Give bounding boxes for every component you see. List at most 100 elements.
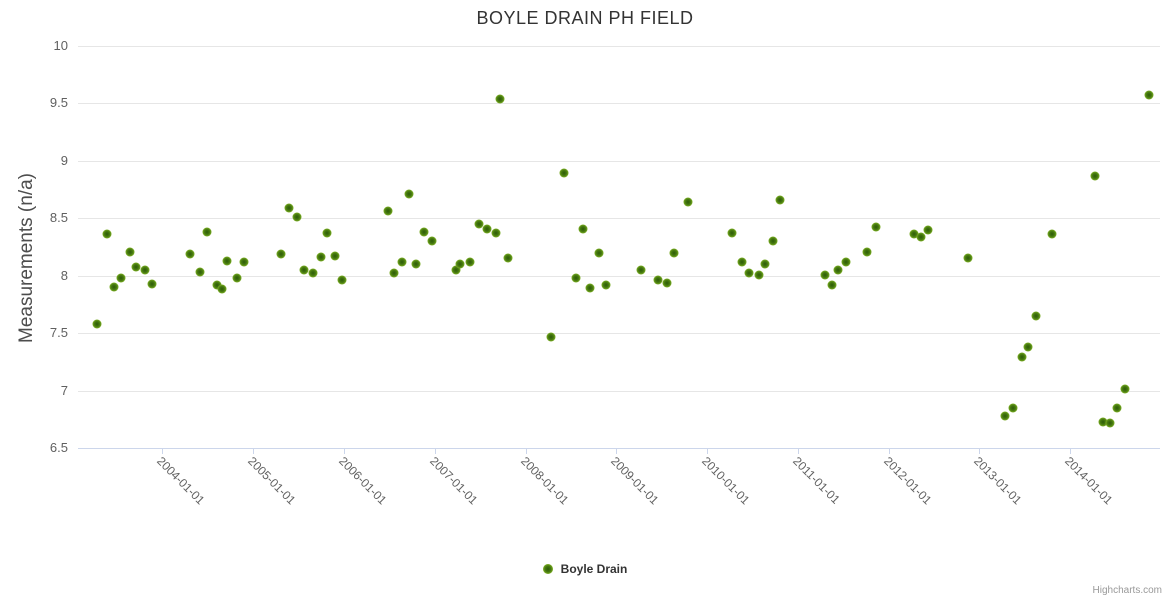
data-point-marker[interactable] bbox=[585, 283, 595, 293]
data-point-marker[interactable] bbox=[212, 280, 222, 290]
data-point-marker[interactable] bbox=[92, 319, 102, 329]
data-point-marker[interactable] bbox=[744, 268, 754, 278]
data-point-marker[interactable] bbox=[1120, 384, 1130, 394]
data-point-marker[interactable] bbox=[411, 259, 421, 269]
data-point-marker[interactable] bbox=[571, 273, 581, 283]
data-point-marker[interactable] bbox=[737, 257, 747, 267]
data-point-marker[interactable] bbox=[404, 189, 414, 199]
data-point-marker[interactable] bbox=[102, 229, 112, 239]
data-point-marker[interactable] bbox=[760, 259, 770, 269]
data-point-marker[interactable] bbox=[820, 270, 830, 280]
data-point-marker[interactable] bbox=[653, 275, 663, 285]
data-point-marker[interactable] bbox=[451, 265, 461, 275]
data-point-marker[interactable] bbox=[389, 268, 399, 278]
x-axis-tick bbox=[253, 448, 255, 454]
legend-label: Boyle Drain bbox=[560, 562, 628, 576]
data-point-marker[interactable] bbox=[503, 253, 513, 263]
data-point-marker[interactable] bbox=[131, 262, 141, 272]
legend-item-boyle-drain[interactable]: Boyle Drain bbox=[0, 562, 1170, 576]
data-point-marker[interactable] bbox=[559, 168, 569, 178]
data-point-marker[interactable] bbox=[841, 257, 851, 267]
data-point-marker[interactable] bbox=[419, 227, 429, 237]
data-point-marker[interactable] bbox=[727, 228, 737, 238]
data-point-marker[interactable] bbox=[316, 252, 326, 262]
x-axis-label: 2005-01-01 bbox=[245, 454, 299, 508]
data-point-marker[interactable] bbox=[195, 267, 205, 277]
data-point-marker[interactable] bbox=[768, 236, 778, 246]
y-axis-label: 6.5 bbox=[49, 440, 68, 455]
x-axis-label: 2004-01-01 bbox=[154, 454, 208, 508]
data-point-marker[interactable] bbox=[636, 265, 646, 275]
data-point-marker[interactable] bbox=[827, 280, 837, 290]
data-point-marker[interactable] bbox=[308, 268, 318, 278]
data-point-marker[interactable] bbox=[495, 94, 505, 104]
data-point-marker[interactable] bbox=[125, 247, 135, 257]
data-point-marker[interactable] bbox=[337, 275, 347, 285]
data-point-marker[interactable] bbox=[109, 282, 119, 292]
data-point-marker[interactable] bbox=[202, 227, 212, 237]
y-axis-label: 8.5 bbox=[49, 210, 68, 226]
data-point-marker[interactable] bbox=[1105, 418, 1115, 428]
x-axis-tick bbox=[343, 448, 345, 454]
data-point-marker[interactable] bbox=[455, 259, 465, 269]
data-point-marker[interactable] bbox=[491, 228, 500, 238]
data-point-marker[interactable] bbox=[909, 229, 919, 239]
data-point-marker[interactable] bbox=[232, 273, 242, 283]
data-point-marker[interactable] bbox=[276, 249, 286, 259]
data-point-marker[interactable] bbox=[1047, 229, 1057, 239]
data-point-marker[interactable] bbox=[330, 251, 340, 261]
data-point-marker[interactable] bbox=[862, 247, 872, 257]
x-axis-tick bbox=[979, 448, 981, 454]
data-point-marker[interactable] bbox=[546, 332, 556, 342]
data-point-marker[interactable] bbox=[833, 265, 843, 275]
data-point-marker[interactable] bbox=[594, 248, 604, 258]
data-point-marker[interactable] bbox=[1144, 90, 1154, 100]
data-point-marker[interactable] bbox=[683, 197, 693, 207]
x-axis-label: 2011-01-01 bbox=[789, 454, 843, 507]
data-point-marker[interactable] bbox=[474, 219, 484, 229]
data-point-marker[interactable] bbox=[292, 212, 302, 222]
x-axis-label: 2009-01-01 bbox=[608, 454, 662, 508]
data-point-marker[interactable] bbox=[299, 265, 309, 275]
data-point-marker[interactable] bbox=[383, 206, 393, 216]
data-point-marker[interactable] bbox=[775, 195, 785, 205]
data-point-marker[interactable] bbox=[465, 257, 475, 267]
data-point-marker[interactable] bbox=[662, 278, 672, 288]
data-point-marker[interactable] bbox=[217, 284, 227, 294]
data-point-marker[interactable] bbox=[1017, 352, 1027, 362]
data-point-marker[interactable] bbox=[427, 236, 437, 246]
data-point-marker[interactable] bbox=[923, 225, 933, 235]
data-point-marker[interactable] bbox=[239, 257, 249, 267]
data-point-marker[interactable] bbox=[963, 253, 973, 263]
data-point-marker[interactable] bbox=[322, 228, 332, 238]
data-point-marker[interactable] bbox=[147, 279, 157, 289]
data-point-marker[interactable] bbox=[116, 273, 126, 283]
y-axis-label: 8 bbox=[60, 267, 68, 283]
data-point-marker[interactable] bbox=[916, 232, 926, 242]
data-point-marker[interactable] bbox=[1031, 311, 1041, 321]
data-point-marker[interactable] bbox=[482, 224, 492, 234]
highcharts-credit-link[interactable]: Highcharts.com bbox=[1092, 585, 1162, 596]
x-axis-tick bbox=[616, 448, 618, 454]
data-point-marker[interactable] bbox=[1008, 403, 1018, 413]
data-point-marker[interactable] bbox=[222, 256, 232, 266]
data-point-marker[interactable] bbox=[185, 249, 195, 259]
data-point-marker[interactable] bbox=[284, 203, 294, 213]
data-point-marker[interactable] bbox=[669, 248, 679, 258]
data-point-marker[interactable] bbox=[1112, 403, 1122, 413]
data-point-marker[interactable] bbox=[578, 224, 588, 234]
data-point-marker[interactable] bbox=[1090, 171, 1100, 181]
data-point-marker[interactable] bbox=[397, 257, 407, 267]
data-point-marker[interactable] bbox=[754, 270, 764, 280]
y-axis-title: Measurements (n/a) bbox=[16, 172, 38, 344]
x-axis-line bbox=[78, 448, 1160, 449]
y-axis-label: 9.5 bbox=[49, 95, 68, 111]
data-point-marker[interactable] bbox=[1098, 417, 1108, 427]
data-point-marker[interactable] bbox=[140, 265, 150, 275]
y-gridline bbox=[78, 275, 1160, 277]
data-point-marker[interactable] bbox=[1023, 342, 1033, 352]
data-point-marker[interactable] bbox=[601, 280, 611, 290]
data-point-marker[interactable] bbox=[871, 222, 881, 232]
data-point-marker[interactable] bbox=[1000, 411, 1010, 421]
x-axis-tick bbox=[434, 448, 436, 454]
